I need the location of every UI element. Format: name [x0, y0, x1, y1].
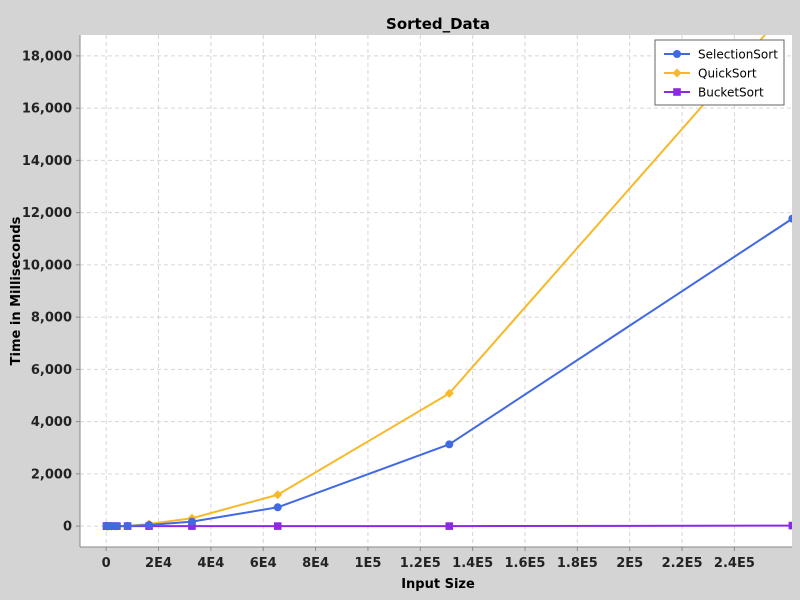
quicksort-point: [273, 490, 283, 500]
x-tick-label: 1.8E5: [557, 556, 598, 571]
bucketsort-point: [788, 521, 792, 530]
legend-label-selectionsort: SelectionSort: [698, 48, 778, 62]
y-tick-label: 18,000: [22, 49, 72, 64]
legend-label-quicksort: QuickSort: [698, 67, 757, 81]
legend-marker-quicksort: [672, 68, 682, 78]
x-tick-label: 1.2E5: [400, 556, 441, 571]
x-tick-label: 2E5: [616, 556, 643, 571]
x-axis-label: Input Size: [401, 577, 475, 592]
y-tick-label: 12,000: [22, 206, 72, 221]
selectionsort-point: [112, 522, 121, 531]
bucketsort-point: [273, 522, 282, 530]
bucketsort-point: [188, 522, 196, 530]
y-axis-label: Time in Milliseconds: [9, 216, 24, 365]
selectionsort-point: [187, 517, 196, 526]
y-tick-label: 0: [63, 520, 72, 535]
x-tick-label: 8E4: [302, 556, 329, 571]
chart-title: Sorted_Data: [386, 15, 490, 33]
x-tick-label: 2E4: [145, 556, 172, 571]
series-selectionsort: [102, 214, 792, 531]
x-tick-label: 2.4E5: [714, 556, 755, 571]
y-tick-label: 16,000: [22, 102, 72, 117]
x-tick-label: 4E4: [197, 556, 224, 571]
y-tick-label: 14,000: [22, 154, 72, 169]
y-tick-label: 4,000: [31, 415, 72, 430]
x-tick-label: 1E5: [354, 556, 381, 571]
selectionsort-point: [123, 522, 132, 531]
plot-area: [80, 35, 792, 547]
axes-layer: 0 2,000 4,000 6,000 8,000 10,000 12,000 14,000 1…: [22, 35, 792, 571]
x-tick-label: 6E4: [250, 556, 277, 571]
y-tick-label: 8,000: [31, 311, 72, 326]
y-tick-label: 6,000: [31, 363, 72, 378]
bucketsort-point: [445, 522, 454, 530]
y-tick-label: 10,000: [22, 258, 72, 273]
x-tick-label: 1.6E5: [505, 556, 546, 571]
series-layer: [102, 0, 797, 531]
legend-label-bucketsort: BucketSort: [698, 86, 764, 100]
grid-layer: [80, 35, 792, 547]
legend-marker-selectionsort: [673, 50, 681, 58]
legend-marker-bucketsort: [673, 88, 681, 96]
selectionsort-point: [445, 440, 454, 449]
x-tick-label: 2.2E5: [662, 556, 703, 571]
quicksort-point: [444, 388, 454, 398]
quicksort-point: [788, 0, 797, 8]
selectionsort-point: [788, 214, 792, 223]
x-tick-label: 0: [102, 556, 111, 571]
selectionsort-point: [273, 503, 282, 512]
y-tick-label: 2,000: [31, 467, 72, 482]
selectionsort-point: [145, 521, 154, 530]
x-tick-label: 1.4E5: [452, 556, 493, 571]
legend: SelectionSort QuickSort BucketSort: [654, 39, 785, 106]
